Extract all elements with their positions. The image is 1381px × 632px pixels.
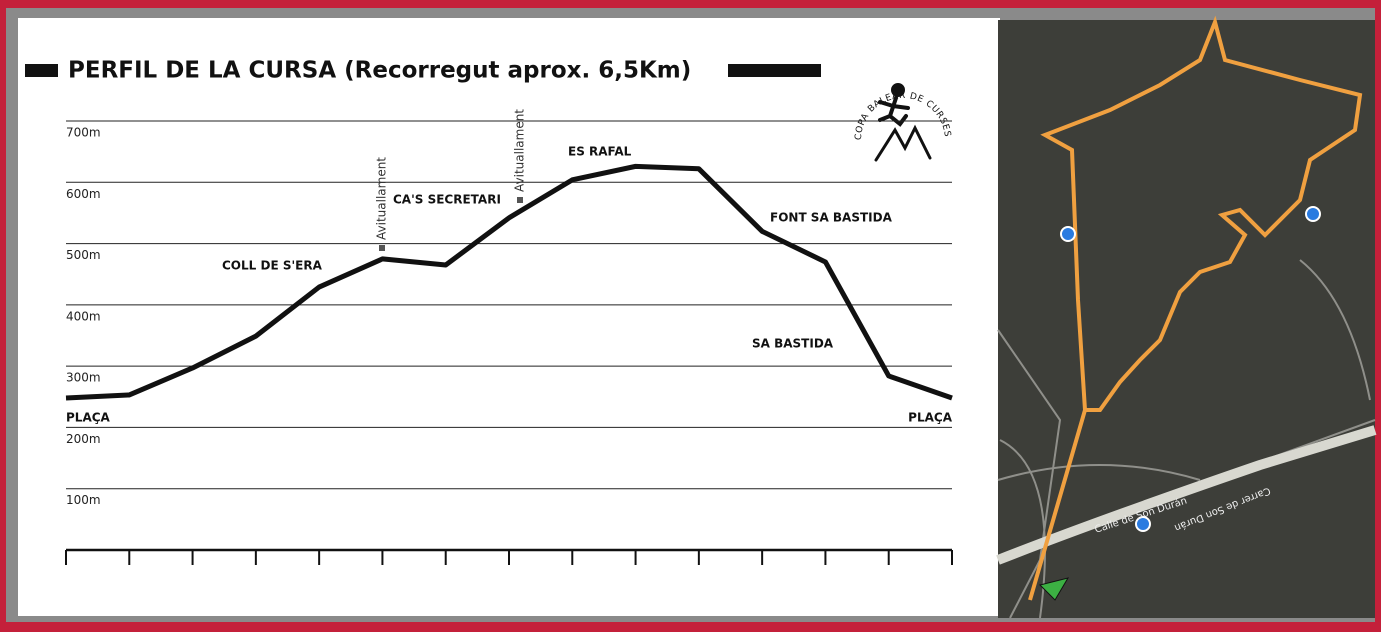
y-tick-label: 200m — [66, 432, 101, 446]
y-tick-label: 600m — [66, 187, 101, 201]
place-label: PLAÇA — [66, 411, 111, 425]
y-tick-label: 400m — [66, 309, 101, 323]
y-tick-label: 100m — [66, 493, 101, 507]
y-tick-label: 700m — [66, 126, 101, 140]
page: PERFIL DE LA CURSA (Recorregut aprox. 6,… — [0, 0, 1381, 628]
y-tick-label: 500m — [66, 248, 101, 262]
place-label: COLL DE S'ERA — [222, 259, 323, 273]
place-label: SA BASTIDA — [752, 337, 834, 351]
map-poi — [1306, 207, 1320, 221]
aid-station-label: Avituallament — [375, 157, 389, 240]
place-label: ES RAFAL — [568, 145, 632, 159]
chart: PERFIL DE LA CURSA (Recorregut aprox. 6,… — [0, 0, 1381, 628]
place-label: CA'S SECRETARI — [393, 193, 501, 207]
map: Carrer de Son Durán Calle de Son Durán — [998, 20, 1375, 618]
title-bar — [25, 64, 58, 77]
title-bar — [728, 64, 821, 77]
place-label: FONT SA BASTIDA — [770, 211, 893, 225]
aid-station-marker — [517, 197, 523, 203]
y-tick-label: 300m — [66, 371, 101, 385]
profile-panel — [18, 18, 1000, 616]
aid-station-marker — [379, 245, 385, 251]
place-label: PLAÇA — [908, 411, 953, 425]
map-poi — [1061, 227, 1075, 241]
chart-title: PERFIL DE LA CURSA (Recorregut aprox. 6,… — [68, 58, 691, 84]
aid-station-label: Avituallament — [513, 109, 527, 192]
